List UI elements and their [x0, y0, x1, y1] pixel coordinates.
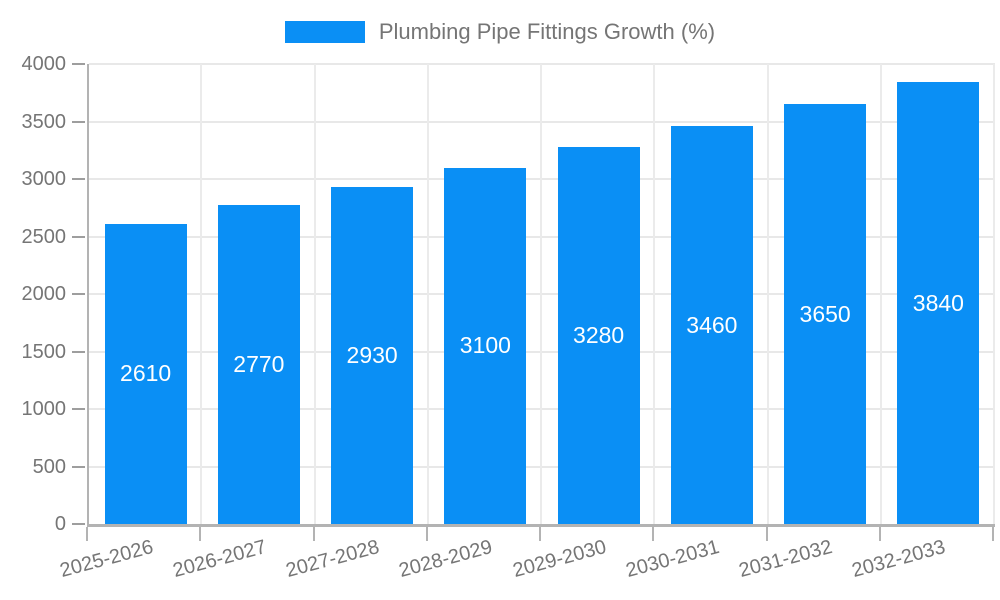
plot-area: 2610 2770 2930 3100 3280 3460 3650 3840	[87, 63, 995, 527]
x-gridline	[879, 64, 882, 524]
y-axis-label: 2500	[21, 225, 67, 248]
x-gridline	[766, 64, 769, 524]
bar-value-label: 3100	[459, 332, 511, 359]
bar-2027-2028[interactable]: 2930	[331, 187, 414, 524]
x-axis-tick	[765, 527, 768, 541]
y-axis-tick	[72, 63, 85, 65]
y-axis-tick	[72, 178, 85, 180]
x-axis-tick	[539, 527, 541, 541]
y-axis-tick	[72, 408, 85, 410]
y-gridline	[89, 120, 995, 123]
y-axis-tick	[72, 293, 85, 295]
legend-label: Plumbing Pipe Fittings Growth (%)	[378, 19, 716, 44]
y-axis-label: 500	[32, 455, 66, 478]
x-axis-tick	[199, 527, 202, 541]
y-axis-label: 4000	[21, 53, 67, 75]
bar-2025-2026[interactable]: 2610	[104, 223, 187, 524]
x-axis-tick	[878, 527, 881, 541]
x-gridline	[993, 64, 995, 524]
bar-value-label: 3460	[686, 311, 738, 338]
y-gridline	[89, 408, 995, 410]
x-gridline	[313, 64, 316, 524]
y-axis-tick	[72, 120, 85, 123]
y-axis-label: 3500	[21, 110, 67, 133]
legend-swatch	[284, 21, 365, 43]
bar-value-label: 3840	[912, 289, 964, 316]
y-gridline	[89, 63, 995, 65]
y-axis-label: 1000	[21, 398, 67, 420]
y-gridline	[89, 178, 995, 180]
x-axis-tick	[652, 527, 655, 541]
bar-2026-2027[interactable]: 2770	[217, 205, 300, 524]
x-axis-tick	[425, 527, 428, 541]
x-gridline	[200, 64, 203, 524]
x-axis-tick	[86, 527, 88, 541]
y-gridline	[89, 293, 995, 295]
x-gridline	[653, 64, 656, 524]
x-gridline	[540, 64, 542, 524]
y-axis-label: 1500	[21, 340, 67, 363]
bar-2031-2032[interactable]: 3650	[784, 104, 867, 524]
bar-value-label: 3280	[573, 321, 625, 348]
x-axis-tick	[992, 527, 994, 541]
bar-value-label: 2770	[233, 351, 285, 378]
y-axis-label: 3000	[21, 168, 67, 190]
y-axis-tick	[72, 523, 85, 525]
bar-2028-2029[interactable]: 3100	[444, 167, 527, 524]
bar-value-label: 2930	[346, 342, 398, 369]
x-gridline	[426, 64, 429, 524]
bar-value-label: 2610	[120, 360, 172, 387]
y-axis-tick	[72, 235, 85, 238]
bar-2032-2033[interactable]: 3840	[897, 82, 980, 524]
bar-2030-2031[interactable]: 3460	[670, 126, 753, 524]
bar-2029-2030[interactable]: 3280	[557, 146, 640, 524]
y-axis-label: 2000	[21, 283, 67, 305]
x-axis-tick	[312, 527, 315, 541]
bar-value-label: 3650	[799, 300, 851, 327]
chart-legend: Plumbing Pipe Fittings Growth (%)	[0, 14, 1000, 50]
y-gridline	[89, 465, 995, 468]
y-axis-label: 0	[54, 513, 66, 535]
y-axis-tick	[72, 350, 85, 353]
y-gridline	[89, 350, 995, 353]
y-axis-tick	[72, 465, 85, 468]
y-gridline	[89, 235, 995, 238]
